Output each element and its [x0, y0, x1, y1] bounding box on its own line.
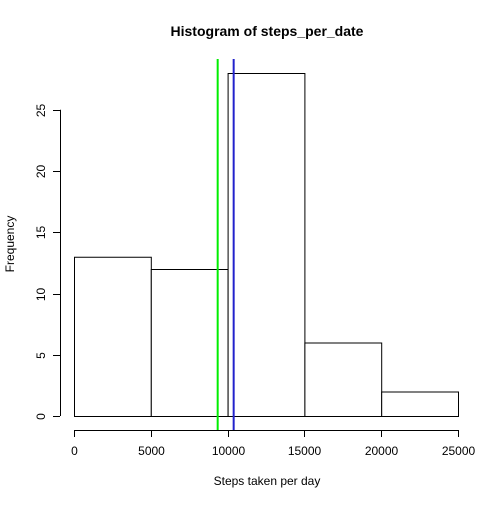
- histogram-bar-2: [227, 73, 306, 417]
- x-tick-label-3: 15000: [288, 444, 322, 458]
- x-tick-label-2: 10000: [212, 444, 246, 458]
- chart-title: Histogram of steps_per_date: [171, 23, 364, 39]
- x-tick-label-1: 5000: [138, 444, 165, 458]
- y-axis: 0 5 10 15 20 25: [34, 104, 61, 420]
- x-tick-label-4: 20000: [365, 444, 399, 458]
- x-axis-label: Steps taken per day: [214, 474, 321, 488]
- y-tick-label-3: 15: [34, 226, 48, 240]
- y-tick-label-5: 25: [34, 104, 48, 118]
- histogram-bar-4: [381, 391, 460, 417]
- y-tick-label-0: 0: [34, 413, 48, 420]
- y-tick-label-4: 20: [34, 165, 48, 179]
- histogram-bar-3: [304, 342, 383, 417]
- histogram-bar-0: [74, 256, 152, 417]
- y-tick-label-1: 5: [34, 352, 48, 359]
- x-axis: 0 5000 10000 15000 20000 25000: [71, 430, 476, 458]
- reference-lines-layer: [216, 59, 235, 430]
- y-tick-label-2: 10: [34, 288, 48, 302]
- y-axis-label: Frequency: [3, 216, 17, 273]
- bars-layer: [74, 73, 460, 417]
- x-tick-label-0: 0: [71, 444, 78, 458]
- x-tick-label-5: 25000: [442, 444, 476, 458]
- histogram-bar-1: [150, 269, 229, 417]
